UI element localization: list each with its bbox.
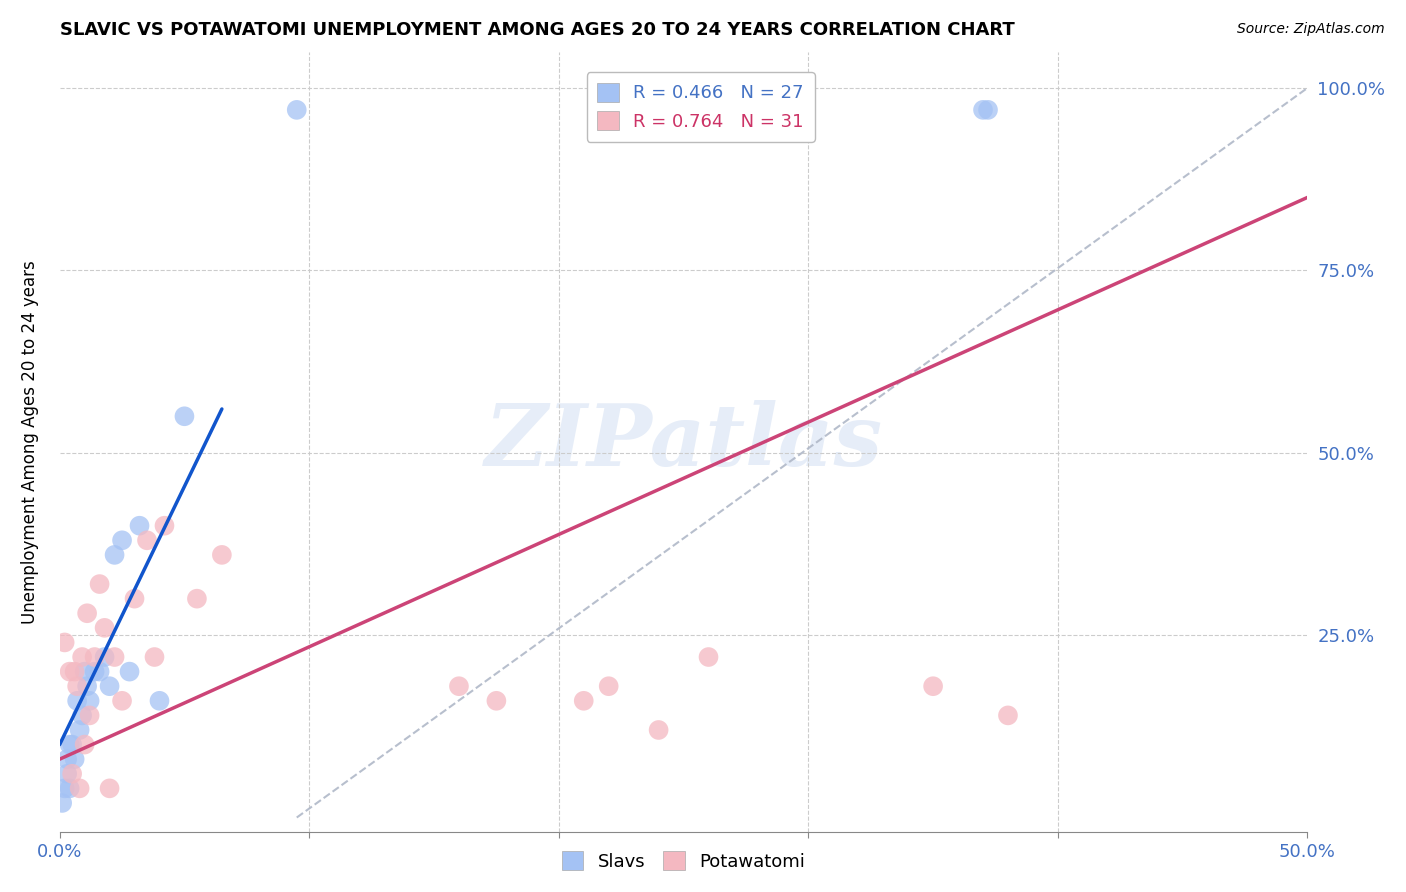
Point	[51, 796, 73, 810]
Point	[128, 518, 150, 533]
Point	[76, 607, 98, 621]
Point	[93, 650, 115, 665]
Point	[63, 665, 86, 679]
Point	[111, 533, 134, 548]
Point	[70, 650, 93, 665]
Point	[98, 781, 121, 796]
Point	[59, 665, 82, 679]
Text: ZIPatlas: ZIPatlas	[485, 400, 883, 483]
Point	[60, 738, 83, 752]
Point	[447, 679, 470, 693]
Point	[118, 665, 141, 679]
Y-axis label: Unemployment Among Ages 20 to 24 years: Unemployment Among Ages 20 to 24 years	[21, 260, 39, 624]
Point	[485, 694, 508, 708]
Point	[972, 103, 994, 117]
Point	[103, 650, 125, 665]
Point	[53, 781, 76, 796]
Text: Source: ZipAtlas.com: Source: ZipAtlas.com	[1237, 22, 1385, 37]
Point	[83, 650, 105, 665]
Point	[148, 694, 170, 708]
Point	[111, 694, 134, 708]
Point	[922, 679, 945, 693]
Point	[153, 518, 176, 533]
Point	[93, 621, 115, 635]
Point	[997, 708, 1019, 723]
Point	[59, 781, 82, 796]
Point	[598, 679, 620, 693]
Point	[63, 752, 86, 766]
Point	[83, 665, 105, 679]
Point	[59, 738, 82, 752]
Point	[73, 738, 96, 752]
Point	[285, 103, 308, 117]
Point	[69, 723, 91, 737]
Point	[56, 752, 79, 766]
Point	[136, 533, 159, 548]
Point	[977, 103, 1000, 117]
Point	[124, 591, 146, 606]
Point	[79, 708, 101, 723]
Legend: Slavs, Potawatomi: Slavs, Potawatomi	[554, 844, 813, 878]
Point	[60, 766, 83, 780]
Point	[697, 650, 720, 665]
Point	[79, 694, 101, 708]
Point	[66, 679, 89, 693]
Point	[186, 591, 208, 606]
Point	[143, 650, 166, 665]
Point	[76, 679, 98, 693]
Point	[53, 635, 76, 649]
Text: SLAVIC VS POTAWATOMI UNEMPLOYMENT AMONG AGES 20 TO 24 YEARS CORRELATION CHART: SLAVIC VS POTAWATOMI UNEMPLOYMENT AMONG …	[59, 21, 1014, 39]
Point	[70, 708, 93, 723]
Point	[572, 694, 595, 708]
Point	[98, 679, 121, 693]
Point	[73, 665, 96, 679]
Point	[173, 409, 195, 424]
Point	[211, 548, 233, 562]
Point	[66, 694, 89, 708]
Point	[103, 548, 125, 562]
Point	[69, 781, 91, 796]
Point	[56, 766, 79, 780]
Point	[647, 723, 669, 737]
Point	[89, 577, 111, 591]
Point	[89, 665, 111, 679]
